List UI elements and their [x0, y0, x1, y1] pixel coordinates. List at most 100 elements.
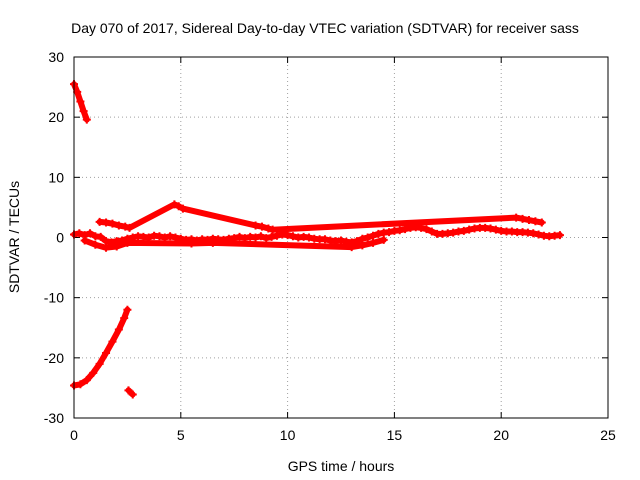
- series-lower-spread: [80, 235, 388, 252]
- data-point: [379, 235, 388, 244]
- data-point: [76, 97, 85, 106]
- data-point: [89, 368, 98, 377]
- data-point: [75, 229, 84, 238]
- data-point: [369, 231, 378, 240]
- data-point: [108, 337, 117, 346]
- x-tick-label: 20: [493, 427, 509, 443]
- data-point: [251, 233, 260, 242]
- data-point: [102, 349, 111, 358]
- data-point: [174, 202, 183, 211]
- data-point: [86, 229, 95, 238]
- x-tick-label: 0: [70, 427, 78, 443]
- series-early-steep-segment: [70, 80, 91, 124]
- data-point: [427, 227, 436, 236]
- data-point: [531, 217, 540, 226]
- data-point: [128, 390, 137, 399]
- y-tick-label: 20: [48, 109, 64, 125]
- data-point: [374, 229, 383, 238]
- data-point: [114, 325, 123, 334]
- data-point: [555, 231, 564, 240]
- data-point: [257, 222, 266, 231]
- data-point: [518, 214, 527, 223]
- data-point: [449, 228, 458, 237]
- data-point: [401, 225, 410, 234]
- data-point: [256, 232, 265, 241]
- data-point: [459, 226, 468, 235]
- data-point: [121, 222, 130, 231]
- data-point: [512, 213, 521, 222]
- data-point: [91, 240, 100, 249]
- data-point: [491, 225, 500, 234]
- y-axis-label: SDTVAR / TECUs: [6, 181, 22, 293]
- data-point: [171, 233, 180, 242]
- data-point: [524, 216, 533, 225]
- data-point: [95, 359, 104, 368]
- plot-frame: [73, 56, 609, 419]
- data-point: [123, 238, 132, 247]
- data-point: [337, 236, 345, 245]
- data-point: [102, 243, 111, 252]
- x-tick-label: 5: [177, 427, 185, 443]
- series-trace: [71, 306, 131, 389]
- data-point: [125, 223, 134, 232]
- data-point: [537, 218, 546, 227]
- data-point: [251, 221, 260, 230]
- series-rising-arc: [70, 305, 132, 390]
- x-tick-label: 15: [387, 427, 403, 443]
- data-point: [272, 231, 281, 240]
- data-point: [82, 115, 91, 124]
- data-point: [80, 236, 89, 245]
- series-upper-short-segments: [95, 200, 546, 234]
- data-point: [170, 200, 179, 209]
- data-point: [124, 386, 133, 395]
- data-point: [160, 233, 169, 242]
- series-isolated-low-blip: [124, 386, 137, 399]
- x-axis-label: GPS time / hours: [288, 458, 395, 474]
- data-point: [358, 241, 367, 250]
- data-point: [262, 234, 271, 243]
- data-point: [112, 242, 121, 251]
- data-point: [123, 305, 132, 314]
- y-tick-label: 0: [56, 230, 64, 246]
- data-point: [73, 87, 82, 96]
- data-point: [369, 238, 378, 247]
- axis-tick-labels: 0 5 10 15 20 25 -30 -20 -10 0 10 20 30: [44, 49, 616, 443]
- data-point: [166, 232, 175, 241]
- data-point: [114, 221, 123, 230]
- y-tick-label: -30: [44, 410, 64, 426]
- x-tick-label: 10: [280, 427, 296, 443]
- y-tick-label: -20: [44, 350, 64, 366]
- data-point: [235, 232, 244, 241]
- data-point: [155, 232, 164, 241]
- data-point: [283, 231, 292, 240]
- data-point: [529, 229, 538, 238]
- data-point: [268, 225, 277, 234]
- data-point: [79, 107, 88, 116]
- data-point: [187, 239, 196, 248]
- data-point: [108, 219, 117, 228]
- data-point: [264, 224, 273, 233]
- data-point: [102, 218, 111, 227]
- data-point: [534, 230, 543, 239]
- data-point: [347, 243, 356, 252]
- x-tick-label: 25: [600, 427, 616, 443]
- data-point: [385, 228, 394, 237]
- data-point: [76, 380, 85, 389]
- data-point: [240, 234, 249, 243]
- y-tick-label: 30: [48, 49, 64, 65]
- data-point: [486, 224, 495, 233]
- data-point: [96, 232, 105, 241]
- y-tick-label: 10: [48, 169, 64, 185]
- data-point: [288, 232, 297, 241]
- data-point: [320, 235, 329, 244]
- data-point: [363, 233, 372, 242]
- data-point: [208, 238, 217, 247]
- data-point: [465, 225, 474, 234]
- data-point: [120, 314, 129, 323]
- data-point: [82, 376, 91, 385]
- data-points: [70, 80, 564, 399]
- data-point: [422, 225, 431, 234]
- chart-title: Day 070 of 2017, Sidereal Day-to-day VTE…: [71, 20, 579, 36]
- series-main-trace: [70, 223, 564, 247]
